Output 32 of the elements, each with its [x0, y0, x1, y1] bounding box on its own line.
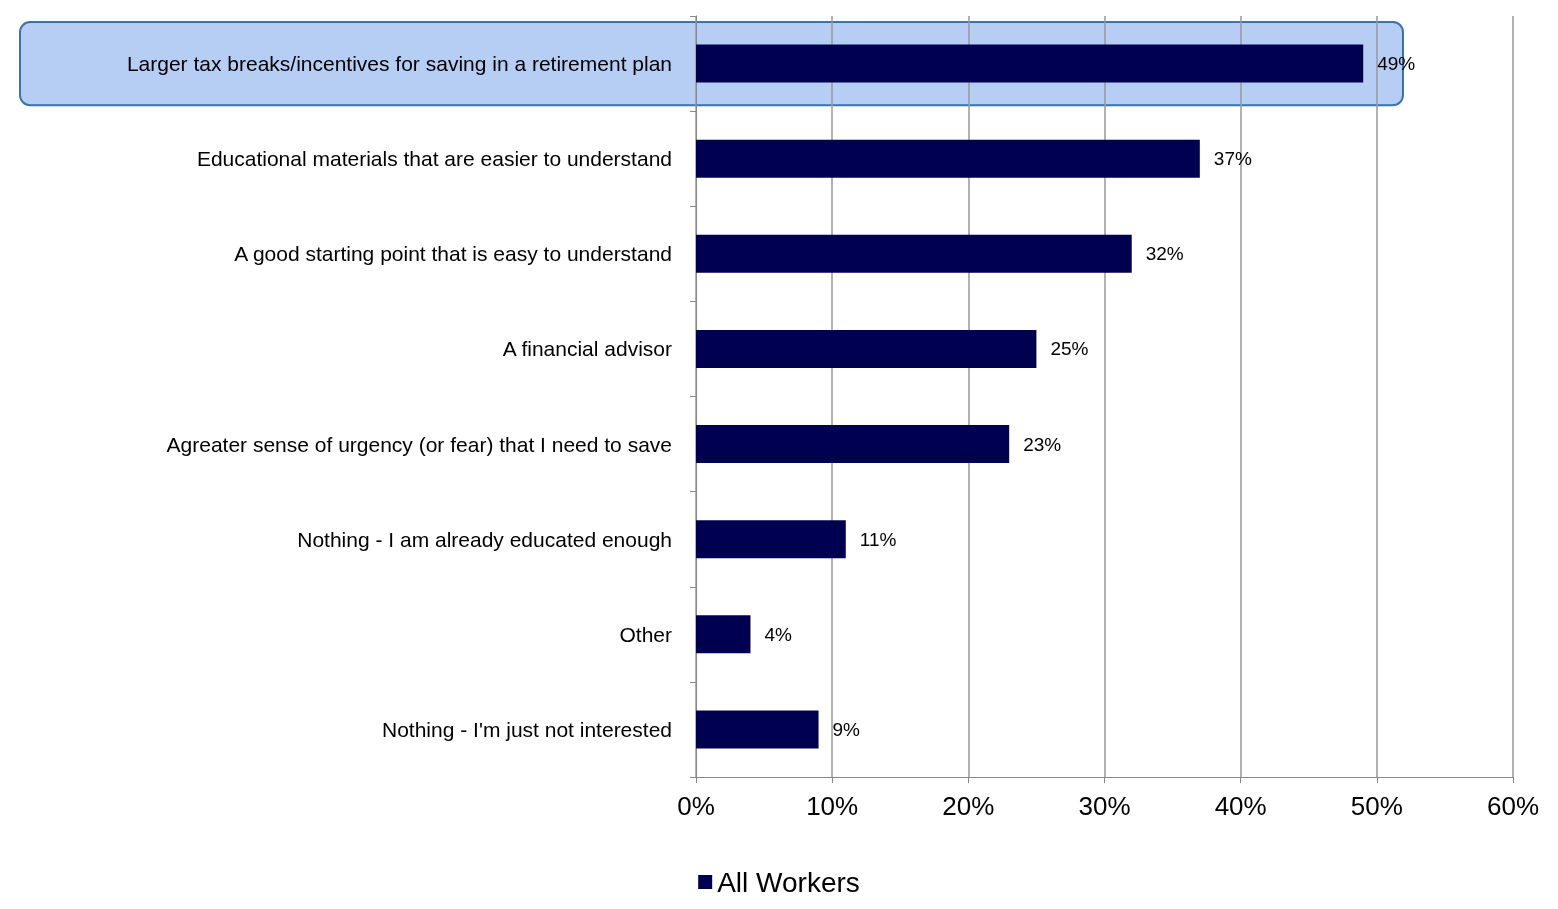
x-tick-label: 50% [1350, 791, 1403, 821]
y-tick-label: Larger tax breaks/incentives for saving in a retirement plan [126, 52, 672, 76]
y-tick-label: Nothing - I am already educated enough [297, 527, 672, 551]
data-label: 11% [859, 528, 897, 550]
y-tick-label: Nothing - I'm just not interested [382, 717, 672, 741]
data-label: 25% [1050, 338, 1089, 360]
data-label: 4% [764, 623, 793, 645]
data-label: 49% [1377, 53, 1416, 75]
x-tick-label: 60% [1486, 791, 1540, 821]
bar [696, 329, 1037, 368]
x-tick-label: 0% [677, 791, 715, 821]
x-tick-label: 20% [942, 791, 995, 821]
bar [696, 425, 1010, 464]
x-tick-label: 30% [1078, 791, 1131, 821]
data-label: 32% [1145, 243, 1184, 265]
data-label: 23% [1023, 433, 1062, 455]
data-label: 37% [1213, 148, 1252, 170]
x-tick-label: 10% [806, 791, 859, 821]
bar [696, 520, 846, 559]
legend-label: All Workers [717, 866, 860, 898]
x-tick-label: 40% [1214, 791, 1267, 821]
y-tick-label: Other [619, 622, 672, 646]
bar [696, 139, 1200, 178]
y-tick-label: Educational materials that are easier to understand [196, 147, 672, 171]
y-tick-label: A financial advisor [502, 337, 672, 361]
y-tick-label: A good starting point that is easy to understand [234, 242, 672, 266]
bar [696, 44, 1364, 83]
y-tick-label: Agreater sense of urgency (or fear) that I need to save [166, 432, 672, 456]
bar [696, 234, 1132, 273]
bar [696, 615, 751, 654]
data-label: 9% [832, 718, 861, 740]
bar [696, 710, 819, 749]
